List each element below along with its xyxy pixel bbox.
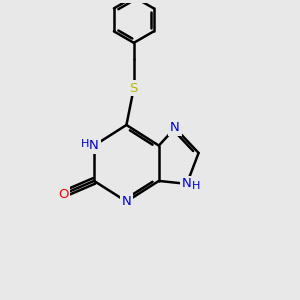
Text: O: O <box>58 188 68 201</box>
Text: H: H <box>80 139 89 149</box>
Text: N: N <box>89 139 99 152</box>
Text: N: N <box>182 177 192 190</box>
Text: H: H <box>192 181 200 191</box>
Text: N: N <box>122 195 131 208</box>
Text: N: N <box>170 122 180 134</box>
Text: S: S <box>130 82 138 95</box>
